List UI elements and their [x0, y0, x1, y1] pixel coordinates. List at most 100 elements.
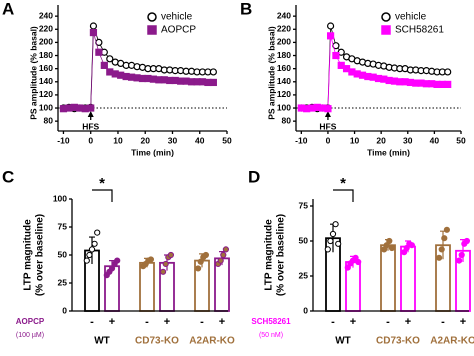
data-point: [202, 251, 209, 259]
data-point: [441, 235, 448, 242]
bar: [380, 244, 396, 312]
x-tick-label: 40: [195, 135, 205, 145]
y-tick-label: 180: [277, 50, 291, 60]
data-point: [438, 246, 445, 253]
category-label: -: [145, 316, 149, 328]
panel-label: D: [248, 167, 260, 186]
y-tick-label: 240: [277, 10, 291, 20]
data-point: [86, 251, 93, 259]
arrow-head: [87, 111, 94, 118]
group-label: CD73-KO: [135, 336, 179, 347]
data-point: [456, 257, 463, 264]
y-tick-label: 25: [299, 270, 309, 280]
y-tick-label: 80: [282, 115, 292, 125]
y-tick-label: 100: [39, 102, 53, 112]
group-label: CD73-KO: [376, 336, 420, 347]
group-label: WT: [94, 336, 110, 347]
data-point: [332, 221, 339, 228]
x-axis-label: Time (min): [131, 147, 174, 157]
marker: [209, 68, 217, 76]
marker: [444, 68, 452, 76]
data-point: [458, 251, 465, 259]
panel-label: C: [2, 167, 14, 186]
y-tick-label: 220: [277, 24, 291, 34]
annotation: HFS: [319, 121, 336, 131]
y-tick-label: 100: [277, 102, 291, 112]
data-point: [329, 230, 337, 238]
significance-label: *: [99, 175, 105, 192]
data-point: [162, 260, 169, 268]
x-tick-label: 0: [88, 135, 93, 145]
x-tick-label: 10: [350, 135, 360, 145]
data-point: [327, 237, 334, 245]
legend-label: vehicle: [161, 12, 193, 23]
panel-label: A: [2, 0, 14, 18]
treatment-label: AOPCP: [16, 317, 45, 326]
y-tick-label: 220: [39, 24, 53, 34]
panel-label: B: [240, 0, 252, 18]
data-point: [94, 229, 101, 236]
marker: [332, 51, 340, 60]
legend-marker: [147, 12, 157, 22]
y-tick-label: 100: [53, 193, 67, 203]
data-point: [220, 251, 227, 259]
marker: [89, 28, 98, 37]
data-point: [324, 246, 331, 253]
group-label: WT: [335, 336, 351, 347]
marker: [326, 22, 335, 30]
category-label: +: [109, 316, 115, 328]
marker: [95, 48, 103, 56]
significance-bracket: [333, 189, 354, 202]
data-point: [335, 240, 342, 247]
category-label: +: [219, 316, 225, 328]
y-axis-label: LTP magnitude: [264, 219, 275, 291]
y-tick-label: 140: [277, 76, 291, 86]
y-tick-label: 75: [58, 221, 68, 231]
y-tick-label: 120: [277, 89, 291, 99]
y-tick-label: 200: [39, 37, 53, 47]
data-point: [436, 254, 443, 261]
category-label: -: [386, 316, 390, 328]
legend-marker: [381, 12, 391, 22]
x-axis-label: Time (min): [367, 147, 410, 157]
x-tick-label: 50: [456, 135, 466, 145]
marker: [209, 78, 217, 87]
category-label: -: [90, 316, 94, 328]
y-tick-label: 160: [39, 63, 53, 73]
data-point: [443, 226, 450, 233]
y-axis-label: LTP magnitude: [23, 219, 34, 291]
data-point: [386, 237, 393, 245]
data-point: [160, 268, 167, 275]
data-point: [88, 246, 96, 253]
x-tick-label: 0: [326, 135, 331, 145]
y-tick-label: 200: [277, 37, 291, 47]
data-point: [147, 256, 154, 263]
data-point: [355, 258, 362, 266]
group-label: A2AR-KO: [189, 336, 235, 347]
arrow-head: [324, 111, 331, 118]
y-tick-label: 140: [39, 76, 53, 86]
marker: [444, 80, 452, 89]
data-point: [408, 242, 415, 249]
y-tick-label: 25: [58, 277, 68, 287]
marker: [326, 32, 335, 40]
y-axis-label: (% over baseline): [276, 214, 287, 296]
data-point: [217, 257, 224, 264]
category-label: -: [200, 316, 204, 328]
x-tick-label: 10: [113, 135, 123, 145]
y-tick-label: 50: [299, 235, 309, 245]
y-tick-label: 180: [39, 50, 53, 60]
category-label: -: [331, 316, 335, 328]
bar: [400, 245, 416, 312]
category-label: +: [350, 316, 356, 328]
significance-label: *: [340, 175, 346, 192]
marker: [87, 104, 95, 112]
data-point: [222, 246, 229, 253]
category-label: +: [460, 316, 466, 328]
y-tick-label: 0: [303, 305, 308, 315]
data-point: [91, 240, 98, 247]
category-label: +: [405, 316, 411, 328]
data-point: [114, 257, 121, 264]
y-tick-label: 160: [277, 63, 291, 73]
data-point: [463, 237, 470, 245]
